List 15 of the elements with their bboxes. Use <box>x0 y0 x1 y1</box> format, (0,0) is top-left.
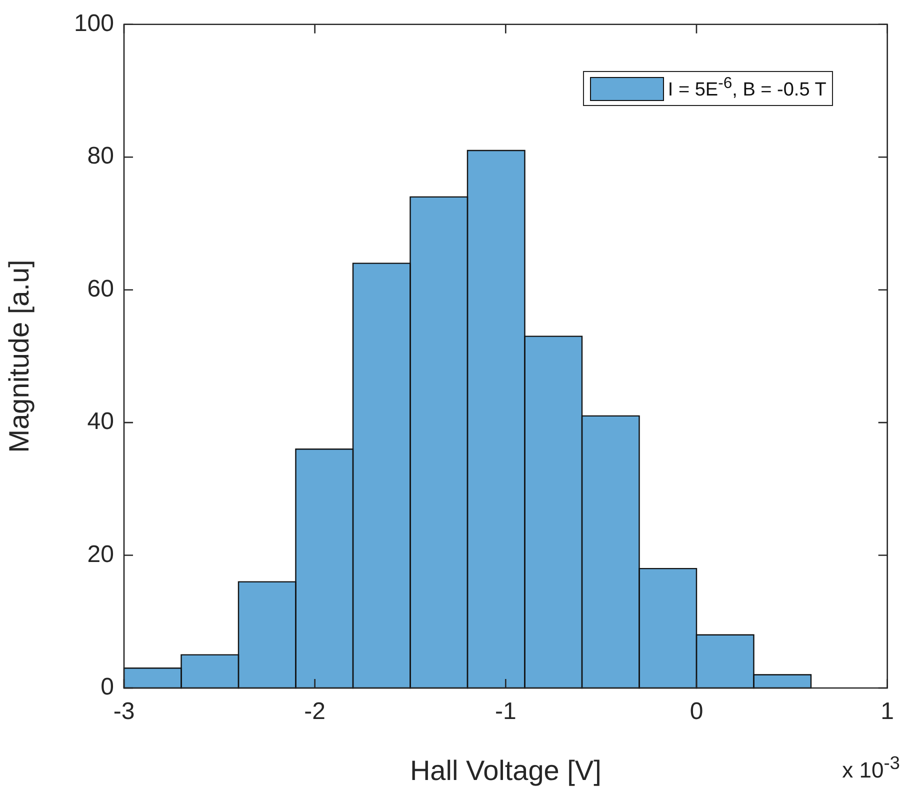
x-tick-label: -3 <box>113 698 135 726</box>
x-tick-label: -2 <box>304 698 326 726</box>
y-tick-label: 0 <box>100 674 114 701</box>
y-tick-label: 20 <box>87 540 114 568</box>
legend-label: I = 5E$^{-6}$, B = -0.5 T <box>668 75 826 102</box>
y-tick-label: 40 <box>87 408 114 436</box>
text: x 10$^{-3}$ <box>842 752 900 784</box>
y-tick-label: 60 <box>87 275 114 302</box>
x-tick-label: 1 <box>880 698 894 726</box>
x-axis-title: Hall Voltage [V] <box>410 754 602 786</box>
y-tick-label: 80 <box>87 142 114 170</box>
y-axis-title: Magnitude [a.u] <box>4 260 35 453</box>
x-tick-label: -1 <box>494 698 516 726</box>
x-tick-label: 0 <box>690 698 704 726</box>
y-tick-label: 100 <box>74 10 114 38</box>
